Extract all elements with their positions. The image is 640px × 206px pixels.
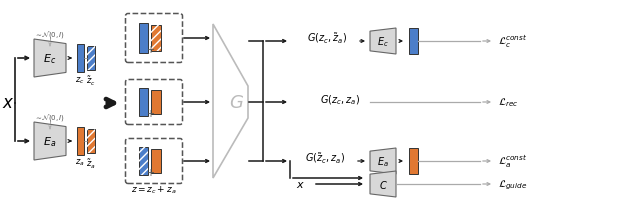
Bar xyxy=(77,127,83,155)
Bar xyxy=(138,147,147,175)
Bar xyxy=(408,148,417,174)
Polygon shape xyxy=(370,171,396,197)
Text: $\mathcal{L}_c^{const}$: $\mathcal{L}_c^{const}$ xyxy=(498,33,527,50)
Text: $E_c$: $E_c$ xyxy=(377,35,389,49)
Text: $\tilde{z}_c$: $\tilde{z}_c$ xyxy=(86,75,96,88)
Bar xyxy=(408,29,417,55)
Text: +: + xyxy=(146,109,154,118)
Bar xyxy=(138,24,147,54)
FancyBboxPatch shape xyxy=(125,14,182,63)
Bar xyxy=(138,89,147,116)
Text: +: + xyxy=(146,45,154,55)
Text: $\sim\!\mathcal{N}(0,I)$: $\sim\!\mathcal{N}(0,I)$ xyxy=(35,29,65,40)
Text: $\mathcal{L}_a^{const}$: $\mathcal{L}_a^{const}$ xyxy=(498,153,527,170)
Text: $E_c$: $E_c$ xyxy=(44,52,56,66)
Text: $z_a$: $z_a$ xyxy=(75,157,85,168)
FancyBboxPatch shape xyxy=(125,80,182,125)
Text: $\mathit{x}$: $\mathit{x}$ xyxy=(2,95,14,112)
Bar xyxy=(87,129,95,153)
FancyBboxPatch shape xyxy=(125,139,182,184)
Bar xyxy=(151,149,161,173)
Text: $G$: $G$ xyxy=(230,94,244,111)
Text: $E_a$: $E_a$ xyxy=(44,135,56,148)
Bar xyxy=(151,26,161,52)
Text: $G(z_c, z_a)$: $G(z_c, z_a)$ xyxy=(320,93,360,106)
Polygon shape xyxy=(34,40,66,78)
Text: +: + xyxy=(146,167,154,177)
Text: $G(\tilde{z}_c, z_a)$: $G(\tilde{z}_c, z_a)$ xyxy=(305,151,345,165)
Bar xyxy=(87,47,95,71)
Bar xyxy=(151,91,161,115)
Text: $\tilde{z}_a$: $\tilde{z}_a$ xyxy=(86,157,96,170)
Bar xyxy=(151,26,161,52)
Bar xyxy=(87,129,95,153)
Bar xyxy=(138,147,147,175)
Bar xyxy=(77,45,83,73)
Bar xyxy=(87,47,95,71)
Text: $E_a$: $E_a$ xyxy=(377,154,389,168)
Polygon shape xyxy=(370,29,396,55)
Text: $\sim\!\mathcal{N}(0,I)$: $\sim\!\mathcal{N}(0,I)$ xyxy=(35,112,65,123)
Text: $\mathit{x}$: $\mathit{x}$ xyxy=(296,179,305,189)
Polygon shape xyxy=(34,122,66,160)
Text: $z = z_c + z_a$: $z = z_c + z_a$ xyxy=(131,183,177,195)
Polygon shape xyxy=(370,148,396,174)
Text: $\mathcal{L}_{guide}$: $\mathcal{L}_{guide}$ xyxy=(498,177,527,191)
Text: $G(z_c, \tilde{z}_a)$: $G(z_c, \tilde{z}_a)$ xyxy=(307,32,347,46)
Text: $z_c$: $z_c$ xyxy=(76,75,84,85)
Text: $C$: $C$ xyxy=(379,178,387,190)
Text: $\mathcal{L}_{rec}$: $\mathcal{L}_{rec}$ xyxy=(498,96,518,109)
